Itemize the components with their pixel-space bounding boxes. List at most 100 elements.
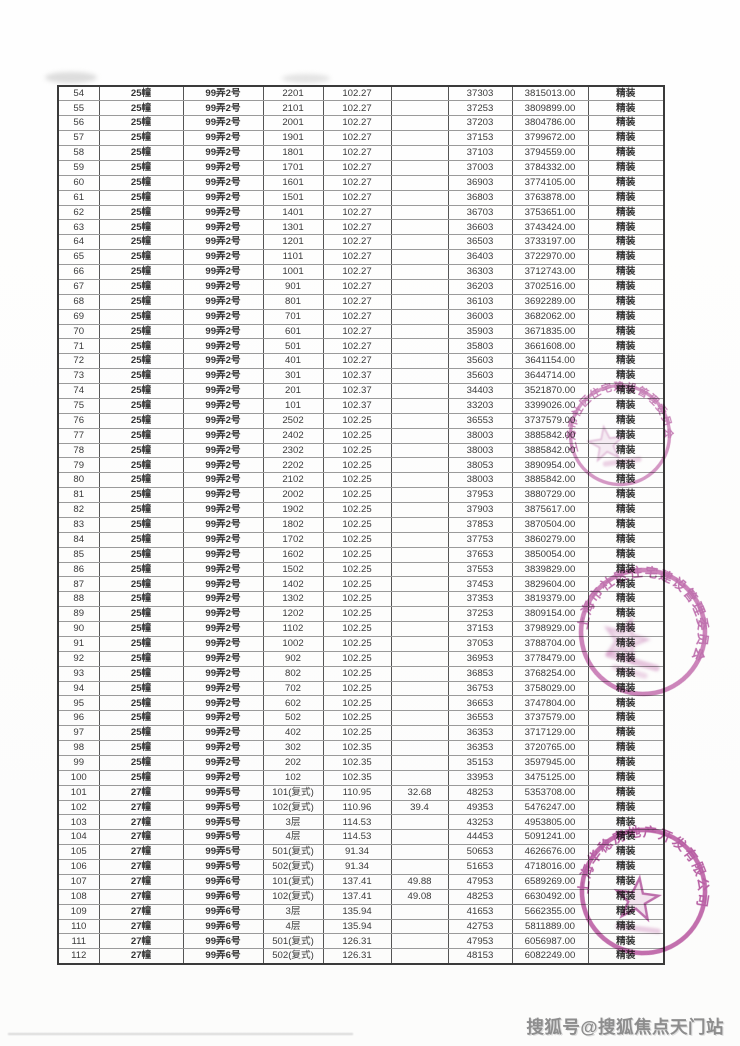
table-cell: 501(复式)	[262, 933, 324, 950]
table-cell: 25幢	[98, 442, 184, 459]
table-row: 62 25幢 99弄2号 1401 102.27 36703 3753651.00 精装	[57, 204, 665, 221]
table-cell: 99弄2号	[182, 115, 264, 132]
table-cell: 102.27	[322, 204, 392, 221]
table-cell	[390, 189, 449, 206]
table-cell: 37653	[447, 546, 513, 563]
table-cell: 精装	[587, 278, 665, 295]
table-cell: 37153	[447, 130, 513, 146]
table-cell: 104	[57, 829, 100, 846]
table-cell: 1201	[262, 234, 324, 251]
table-cell: 35603	[447, 368, 513, 384]
table-cell	[390, 412, 449, 429]
table-cell	[390, 174, 449, 191]
table-cell: 99弄2号	[182, 145, 264, 161]
table-cell: 99弄2号	[182, 502, 264, 518]
table-cell: 精装	[587, 442, 665, 459]
table-cell: 25幢	[98, 576, 184, 593]
table-cell: 精装	[587, 204, 665, 221]
table-cell: 精装	[587, 353, 665, 370]
table-cell: 25幢	[98, 234, 184, 251]
table-cell: 25幢	[98, 725, 184, 741]
table-cell: 精装	[587, 546, 665, 563]
table-cell: 2202	[262, 457, 324, 474]
table-cell: 精装	[587, 635, 665, 652]
table-cell: 37103	[447, 145, 513, 161]
table-cell: 25幢	[98, 264, 184, 280]
table-cell: 112	[57, 948, 100, 965]
table-cell: 102.25	[322, 427, 392, 444]
scan-artifact-line	[8, 1033, 353, 1035]
table-cell: 25幢	[98, 457, 184, 474]
table-cell: 99弄2号	[182, 293, 264, 310]
table-cell: 3743424.00	[511, 219, 589, 236]
table-cell: 68	[57, 293, 100, 310]
table-cell: 27幢	[98, 799, 184, 816]
table-cell	[390, 442, 449, 459]
table-cell: 精装	[587, 754, 665, 771]
table-cell: 702	[262, 680, 324, 697]
table-cell: 3839829.00	[511, 561, 589, 578]
table-cell: 25幢	[98, 650, 184, 667]
table-row: 111 27幢 99弄6号 501(复式) 126.31 47953 6056987.00 精…	[57, 933, 665, 950]
table-cell: 85	[57, 546, 100, 563]
table-cell: 25幢	[98, 665, 184, 682]
table-cell: 102.37	[322, 383, 392, 399]
table-cell: 3885842.00	[511, 472, 589, 489]
table-row: 78 25幢 99弄2号 2302 102.25 38003 3885842.00 精装	[57, 442, 665, 459]
table-cell: 77	[57, 427, 100, 444]
table-cell: 135.94	[322, 918, 392, 935]
price-table: 54 25幢 99弄2号 2201 102.27 37303 3815013.00 精装 55 2…	[57, 85, 665, 965]
table-cell: 99弄2号	[182, 680, 264, 697]
table-cell	[390, 353, 449, 370]
table-cell: 99弄6号	[182, 918, 264, 935]
table-row: 97 25幢 99弄2号 402 102.25 36353 3717129.00 精装	[57, 725, 665, 741]
table-row: 67 25幢 99弄2号 901 102.27 36203 3702516.00 精装	[57, 278, 665, 295]
table-cell: 6056987.00	[511, 933, 589, 950]
table-cell: 99弄2号	[182, 606, 264, 622]
table-cell: 5091241.00	[511, 829, 589, 846]
table-cell: 102.35	[322, 754, 392, 771]
table-cell: 54	[57, 85, 100, 102]
table-cell: 25幢	[98, 621, 184, 637]
table-cell: 精装	[587, 784, 665, 801]
table-cell: 102.27	[322, 174, 392, 191]
table-cell: 精装	[587, 621, 665, 637]
table-cell: 114.53	[322, 829, 392, 846]
table-cell: 25幢	[98, 204, 184, 221]
table-cell: 102(复式)	[262, 799, 324, 816]
table-cell: 201	[262, 383, 324, 399]
table-cell: 25幢	[98, 293, 184, 310]
table-cell: 精装	[587, 561, 665, 578]
table-cell: 99弄2号	[182, 457, 264, 474]
table-cell: 3778479.00	[511, 650, 589, 667]
table-cell: 精装	[587, 903, 665, 920]
table-cell: 精装	[587, 115, 665, 132]
table-row: 106 27幢 99弄5号 502(复式) 91.34 51653 4718016.00 精装	[57, 859, 665, 875]
table-cell: 1702	[262, 531, 324, 548]
table-cell: 37153	[447, 621, 513, 637]
table-cell: 102.27	[322, 130, 392, 146]
table-cell: 25幢	[98, 754, 184, 771]
table-cell: 99弄2号	[182, 650, 264, 667]
table-row: 70 25幢 99弄2号 601 102.27 35903 3671835.00 精装	[57, 323, 665, 340]
table-cell: 111	[57, 933, 100, 950]
table-cell: 38003	[447, 427, 513, 444]
table-cell: 402	[262, 725, 324, 741]
table-cell: 502	[262, 710, 324, 727]
table-cell	[390, 546, 449, 563]
table-cell: 42753	[447, 918, 513, 935]
table-cell: 36803	[447, 189, 513, 206]
table-cell: 3798929.00	[511, 621, 589, 637]
table-cell: 102.27	[322, 338, 392, 355]
table-cell: 精装	[587, 412, 665, 429]
table-cell: 精装	[587, 249, 665, 265]
table-cell: 36003	[447, 308, 513, 325]
table-cell: 37553	[447, 561, 513, 578]
table-cell: 75	[57, 397, 100, 414]
table-row: 56 25幢 99弄2号 2001 102.27 37203 3804786.00 精装	[57, 115, 665, 132]
table-cell: 102.25	[322, 412, 392, 429]
table-cell: 102.25	[322, 710, 392, 727]
table-cell: 38003	[447, 442, 513, 459]
table-cell: 81	[57, 487, 100, 503]
table-cell: 79	[57, 457, 100, 474]
